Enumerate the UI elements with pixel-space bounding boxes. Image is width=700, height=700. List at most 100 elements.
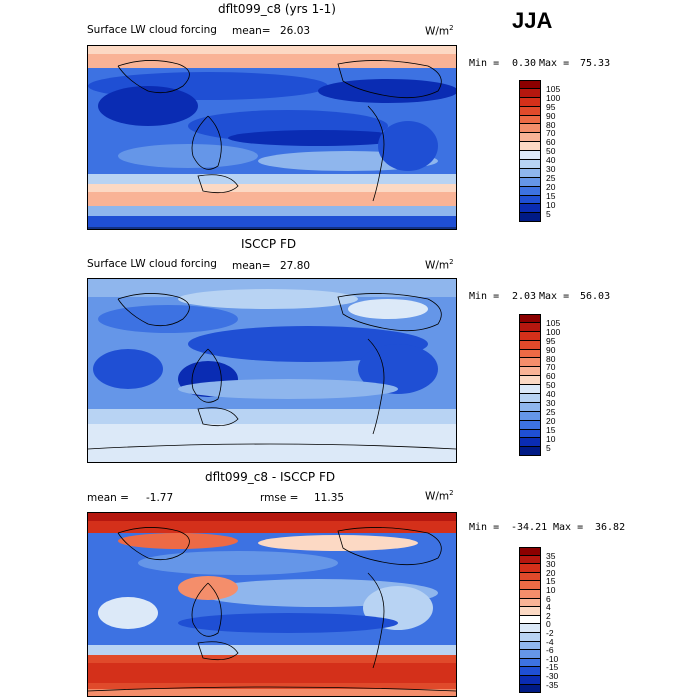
colorbar-label: 15 [546, 424, 556, 435]
colorbar-swatch [519, 394, 541, 403]
colorbar-label: 20 [546, 181, 556, 192]
panel1-map [87, 45, 457, 230]
panel2-min-value: 2.03 [512, 291, 537, 302]
colorbar-label: 105 [546, 83, 561, 94]
colorbar-label: -2 [546, 628, 554, 638]
colorbar-swatch [519, 195, 541, 205]
colorbar-swatch [519, 204, 541, 214]
panel1-title: dflt099_c8 (yrs 1-1) [218, 2, 336, 16]
colorbar-label: 10 [546, 433, 556, 444]
colorbar-swatch [519, 177, 541, 187]
panel1-mean-value: 26.03 [280, 25, 311, 37]
colorbar-label: 60 [546, 371, 556, 382]
colorbar-label: 15 [546, 190, 556, 201]
colorbar-swatch [519, 133, 541, 143]
panel2-field-label: Surface LW cloud forcing [87, 258, 217, 270]
colorbar-label: 40 [546, 389, 556, 400]
colorbar-label: 50 [546, 146, 556, 157]
colorbar-label: 30 [546, 164, 556, 174]
panel3-mean-value: -1.77 [146, 492, 174, 504]
season-label: JJA [512, 8, 553, 33]
colorbar-swatch [519, 331, 541, 341]
colorbar-label: 70 [546, 362, 556, 373]
colorbar-label: 60 [546, 137, 556, 148]
colorbar-label: 5 [546, 442, 551, 453]
colorbar-swatch [519, 106, 541, 116]
colorbar-label: 50 [546, 380, 556, 391]
colorbar-swatch [519, 641, 541, 651]
colorbar-label: 90 [546, 110, 556, 121]
colorbar-swatch [519, 340, 541, 350]
colorbar-swatch [519, 97, 541, 107]
colorbar-swatch [519, 367, 541, 377]
colorbar-swatch [519, 624, 541, 633]
colorbar-label: -30 [546, 671, 559, 681]
panel1-max-value: 75.33 [580, 58, 611, 69]
colorbar-swatch [519, 376, 541, 386]
colorbar-label: 90 [546, 344, 556, 355]
panel1-max-label: Max = [539, 58, 570, 69]
colorbar-swatch [519, 142, 541, 152]
colorbar-swatch [519, 564, 541, 573]
colorbar-swatch [519, 124, 541, 134]
colorbar-label: -4 [546, 636, 554, 647]
colorbar-swatch [519, 429, 541, 439]
colorbar-swatch [519, 80, 541, 89]
panel3-max-value: 36.82 [595, 522, 626, 533]
panel1-field-label: Surface LW cloud forcing [87, 24, 217, 36]
colorbar-swatch [519, 160, 541, 169]
panel2-mean-value: 27.80 [280, 260, 311, 272]
colorbar-label: 70 [546, 128, 556, 139]
colorbar-swatch [519, 581, 541, 590]
colorbar-label: 30 [546, 398, 556, 408]
panel2-map [87, 278, 457, 463]
colorbar-label: 10 [546, 585, 556, 595]
colorbar-label: 25 [546, 406, 556, 417]
colorbar-label: -10 [546, 653, 559, 664]
panel3-colorbar [519, 547, 541, 694]
colorbar-label: 0 [546, 619, 551, 630]
panel1-colorbar [519, 80, 541, 223]
colorbar-label: 20 [546, 415, 556, 426]
colorbar-swatch [519, 572, 541, 582]
colorbar-swatch [519, 555, 541, 565]
colorbar-swatch [519, 411, 541, 421]
colorbar-swatch [519, 314, 541, 323]
colorbar-swatch [519, 547, 541, 556]
panel3-max-label: Max = [553, 522, 584, 533]
panel2-units: W/m2 [425, 258, 454, 272]
colorbar-label: 25 [546, 172, 556, 183]
colorbar-swatch [519, 151, 541, 161]
colorbar-swatch [519, 88, 541, 98]
colorbar-swatch [519, 186, 541, 196]
colorbar-label: 100 [546, 92, 561, 103]
panel3-rmse-label: rmse = [260, 492, 299, 504]
panel3-units: W/m2 [425, 489, 454, 503]
panel2-max-value: 56.03 [580, 291, 611, 302]
colorbar-swatch [519, 667, 541, 676]
colorbar-swatch [519, 447, 541, 457]
colorbar-label: 2 [546, 610, 551, 621]
panel1-min-label: Min = [469, 58, 500, 69]
panel1-min-value: 0.30 [512, 58, 537, 69]
panel2-max-label: Max = [539, 291, 570, 302]
colorbar-swatch [519, 598, 541, 608]
colorbar-label: 15 [546, 576, 556, 587]
colorbar-label: 35 [546, 550, 556, 561]
colorbar-swatch [519, 349, 541, 359]
colorbar-label: 20 [546, 567, 556, 578]
colorbar-label: 80 [546, 353, 556, 364]
colorbar-swatch [519, 615, 541, 625]
colorbar-label: 95 [546, 335, 556, 346]
colorbar-label: 10 [546, 199, 556, 210]
panel2-colorbar [519, 314, 541, 457]
panel3-title: dflt099_c8 - ISCCP FD [205, 470, 336, 484]
colorbar-swatch [519, 385, 541, 395]
panel1-mean-label: mean= [232, 25, 271, 37]
colorbar-swatch [519, 168, 541, 178]
colorbar-label: 100 [546, 326, 561, 337]
colorbar-label: 40 [546, 155, 556, 166]
colorbar-label: -15 [546, 662, 559, 673]
colorbar-swatch [519, 632, 541, 642]
panel1-units: W/m2 [425, 24, 454, 38]
